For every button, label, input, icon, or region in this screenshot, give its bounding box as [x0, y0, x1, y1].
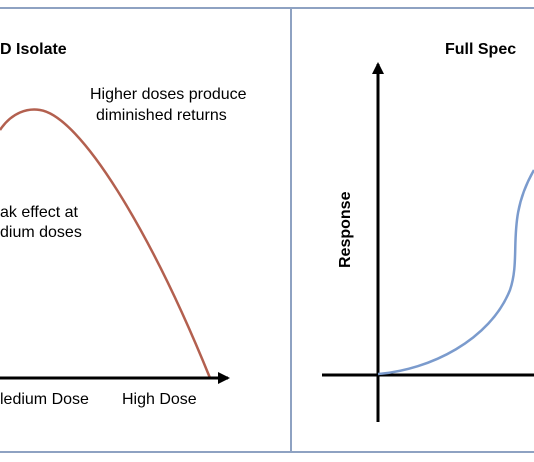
isolate-curve: [0, 108, 212, 379]
x-label: ledium Dose: [0, 391, 89, 408]
annotation: ak effect at: [0, 204, 79, 221]
y-label: Response: [337, 191, 354, 268]
x-label: High Dose: [122, 391, 197, 408]
annotation: Higher doses produce: [90, 86, 247, 103]
annotation: diminished returns: [96, 107, 227, 124]
left-title: D Isolate: [0, 41, 67, 58]
annotation: dium doses: [0, 224, 82, 241]
right-title: Full Spec: [445, 41, 516, 58]
full-spectrum-curve: [377, 169, 534, 376]
